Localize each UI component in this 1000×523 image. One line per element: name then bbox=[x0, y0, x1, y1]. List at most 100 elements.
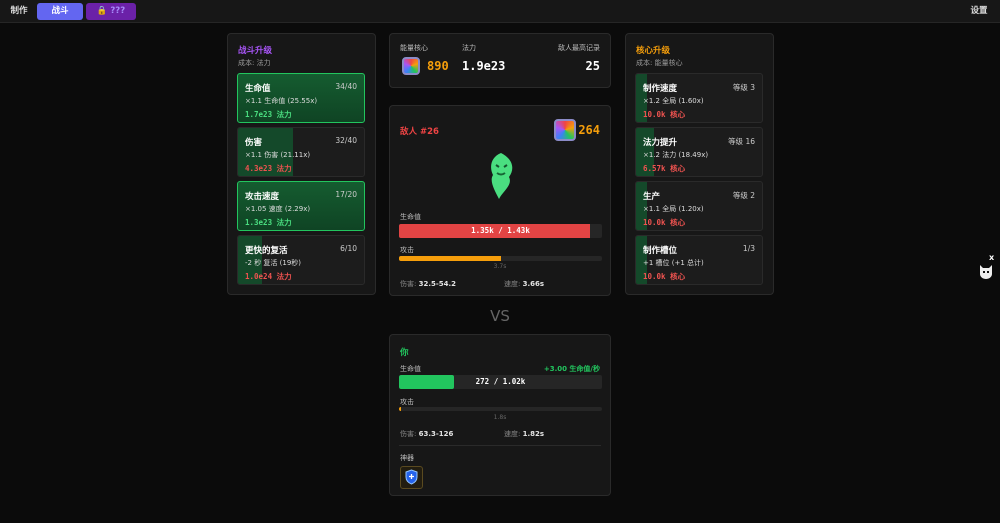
upgrade-cost: 4.3e23 法力 bbox=[245, 164, 292, 173]
enemy-attack-label: 攻击 bbox=[400, 246, 414, 254]
upgrade-name: 制作速度 bbox=[643, 84, 678, 94]
upgrade-card[interactable]: 攻击速度 17/20 ×1.05 速度 (2.29x) 1.3e23 法力 bbox=[237, 181, 365, 231]
enemy-name: 敌人 #26 bbox=[400, 127, 439, 137]
enemy-hp-bar: 1.35k / 1.43k bbox=[399, 224, 602, 238]
mana-label: 法力 bbox=[462, 44, 476, 52]
vs-label: VS bbox=[490, 307, 510, 325]
upgrade-desc: ×1.05 速度 (2.29x) bbox=[245, 205, 311, 213]
upgrade-name: 更快的复活 bbox=[245, 246, 288, 256]
artifact-slot[interactable] bbox=[400, 466, 423, 489]
lock-icon: 🔒 bbox=[96, 6, 108, 16]
upgrade-desc: ×1.2 全局 (1.60x) bbox=[643, 97, 704, 105]
enemy-attack-time: 3.7s bbox=[493, 263, 507, 270]
locked-label: ??? bbox=[110, 6, 126, 16]
speed-label: 速度: bbox=[504, 280, 521, 288]
player-attack-label: 攻击 bbox=[400, 398, 414, 406]
player-attack-time: 1.8s bbox=[493, 414, 507, 421]
core-gem-icon bbox=[554, 119, 576, 143]
upgrade-cost: 1.3e23 法力 bbox=[245, 218, 292, 227]
progress-fill bbox=[636, 74, 648, 122]
cost-note: 成本: 能量核心 bbox=[636, 59, 683, 67]
upgrade-level: 等级 2 bbox=[732, 191, 755, 200]
upgrade-cost: 10.0k 核心 bbox=[643, 218, 686, 227]
core-upgrades-panel: 核心升级 成本: 能量核心 制作速度 等级 3 ×1.2 全局 (1.60x) … bbox=[625, 33, 774, 295]
cost-note: 成本: 法力 bbox=[238, 59, 271, 67]
pet-close-button[interactable]: x bbox=[989, 253, 995, 262]
upgrade-desc: -2 秒 复活 (19秒) bbox=[245, 259, 302, 267]
core-gem-icon bbox=[402, 57, 420, 77]
panel-title: 战斗升级 bbox=[238, 46, 273, 56]
progress-fill bbox=[238, 236, 262, 284]
player-name: 你 bbox=[400, 348, 409, 358]
tab-locked[interactable]: 🔒 ??? bbox=[86, 3, 136, 20]
upgrade-cost: 1.7e23 法力 bbox=[245, 110, 292, 119]
upgrade-card[interactable]: 生命值 34/40 ×1.1 生命值 (25.55x) 1.7e23 法力 bbox=[237, 73, 365, 123]
player-hp-label: 生命值 bbox=[400, 365, 421, 373]
upgrade-desc: ×1.2 法力 (18.49x) bbox=[643, 151, 709, 159]
player-panel: 你 生命值 +3.00 生命值/秒 272 / 1.02k 攻击 1.8s 伤害… bbox=[389, 334, 611, 496]
player-attack-bar bbox=[399, 407, 602, 411]
upgrade-level: 17/20 bbox=[335, 190, 357, 199]
progress-fill bbox=[238, 128, 294, 176]
upgrade-card[interactable]: 生产 等级 2 ×1.1 全局 (1.20x) 10.0k 核心 bbox=[635, 181, 763, 231]
upgrade-card[interactable]: 更快的复活 6/10 -2 秒 复活 (19秒) 1.0e24 法力 bbox=[237, 235, 365, 285]
upgrade-level: 等级 3 bbox=[732, 83, 755, 92]
ghost-enemy-icon bbox=[491, 153, 513, 199]
upgrade-level: 1/3 bbox=[742, 244, 755, 253]
stats-panel: 能量核心 890 法力 1.9e23 敌人最高记录 25 bbox=[389, 33, 611, 88]
shield-icon bbox=[405, 469, 418, 485]
progress-fill bbox=[636, 236, 648, 284]
enemy-hp-text: 1.35k / 1.43k bbox=[471, 226, 530, 235]
upgrade-name: 法力提升 bbox=[643, 138, 678, 148]
upgrade-card[interactable]: 制作槽位 1/3 +1 槽位 (+1 总计) 10.0k 核心 bbox=[635, 235, 763, 285]
cores-label: 能量核心 bbox=[400, 44, 428, 52]
upgrade-name: 生产 bbox=[643, 192, 661, 202]
upgrade-cost: 6.57k 核心 bbox=[643, 164, 686, 173]
player-speed: 1.82s bbox=[522, 430, 545, 438]
upgrade-desc: ×1.1 伤害 (21.11x) bbox=[245, 151, 311, 159]
tab-craft[interactable]: 制作 bbox=[10, 6, 28, 16]
damage-label: 伤害: bbox=[400, 430, 417, 438]
record-value: 25 bbox=[585, 59, 600, 73]
enemy-hp-label: 生命值 bbox=[400, 213, 421, 221]
progress-fill bbox=[636, 128, 654, 176]
progress-fill bbox=[636, 182, 648, 230]
upgrade-desc: ×1.1 全局 (1.20x) bbox=[643, 205, 704, 213]
upgrade-name: 攻击速度 bbox=[245, 192, 280, 202]
upgrade-level: 6/10 bbox=[340, 244, 357, 253]
upgrade-cost: 10.0k 核心 bbox=[643, 272, 686, 281]
enemy-speed: 3.66s bbox=[522, 280, 545, 288]
player-hp-bar: 272 / 1.02k bbox=[399, 375, 602, 389]
mana-value: 1.9e23 bbox=[462, 59, 506, 73]
upgrade-card[interactable]: 制作速度 等级 3 ×1.2 全局 (1.60x) 10.0k 核心 bbox=[635, 73, 763, 123]
upgrade-name: 生命值 bbox=[245, 84, 271, 94]
divider bbox=[399, 445, 601, 446]
panel-title: 核心升级 bbox=[636, 46, 671, 56]
player-hp-text: 272 / 1.02k bbox=[475, 377, 526, 386]
enemy-reward: 264 bbox=[578, 123, 600, 137]
upgrade-level: 32/40 bbox=[335, 136, 357, 145]
cores-value: 890 bbox=[427, 59, 449, 73]
damage-label: 伤害: bbox=[400, 280, 417, 288]
player-damage: 63.3-126 bbox=[418, 430, 454, 438]
tab-battle[interactable]: 战斗 bbox=[37, 3, 83, 20]
artifacts-label: 神器 bbox=[400, 454, 414, 462]
upgrade-level: 34/40 bbox=[335, 82, 357, 91]
upgrade-card[interactable]: 法力提升 等级 16 ×1.2 法力 (18.49x) 6.57k 核心 bbox=[635, 127, 763, 177]
upgrade-card[interactable]: 伤害 32/40 ×1.1 伤害 (21.11x) 4.3e23 法力 bbox=[237, 127, 365, 177]
record-label: 敌人最高记录 bbox=[558, 44, 600, 52]
upgrade-desc: +1 槽位 (+1 总计) bbox=[643, 259, 704, 267]
upgrade-level: 等级 16 bbox=[728, 137, 755, 146]
upgrade-cost: 10.0k 核心 bbox=[643, 110, 686, 119]
top-nav: 制作 战斗 🔒 ??? 设置 bbox=[0, 0, 1000, 23]
settings-button[interactable]: 设置 bbox=[970, 6, 988, 16]
cat-pet-icon[interactable] bbox=[978, 263, 994, 281]
upgrade-desc: ×1.1 生命值 (25.55x) bbox=[245, 97, 318, 105]
enemy-panel: 敌人 #26 264 生命值 1.35k / 1.43k 攻击 3.7s 伤害:… bbox=[389, 105, 611, 296]
combat-upgrades-panel: 战斗升级 成本: 法力 生命值 34/40 ×1.1 生命值 (25.55x) … bbox=[227, 33, 376, 295]
enemy-attack-bar bbox=[399, 256, 602, 261]
upgrade-cost: 1.0e24 法力 bbox=[245, 272, 292, 281]
speed-label: 速度: bbox=[504, 430, 521, 438]
upgrade-name: 伤害 bbox=[245, 138, 263, 148]
enemy-damage: 32.5-54.2 bbox=[418, 280, 457, 288]
